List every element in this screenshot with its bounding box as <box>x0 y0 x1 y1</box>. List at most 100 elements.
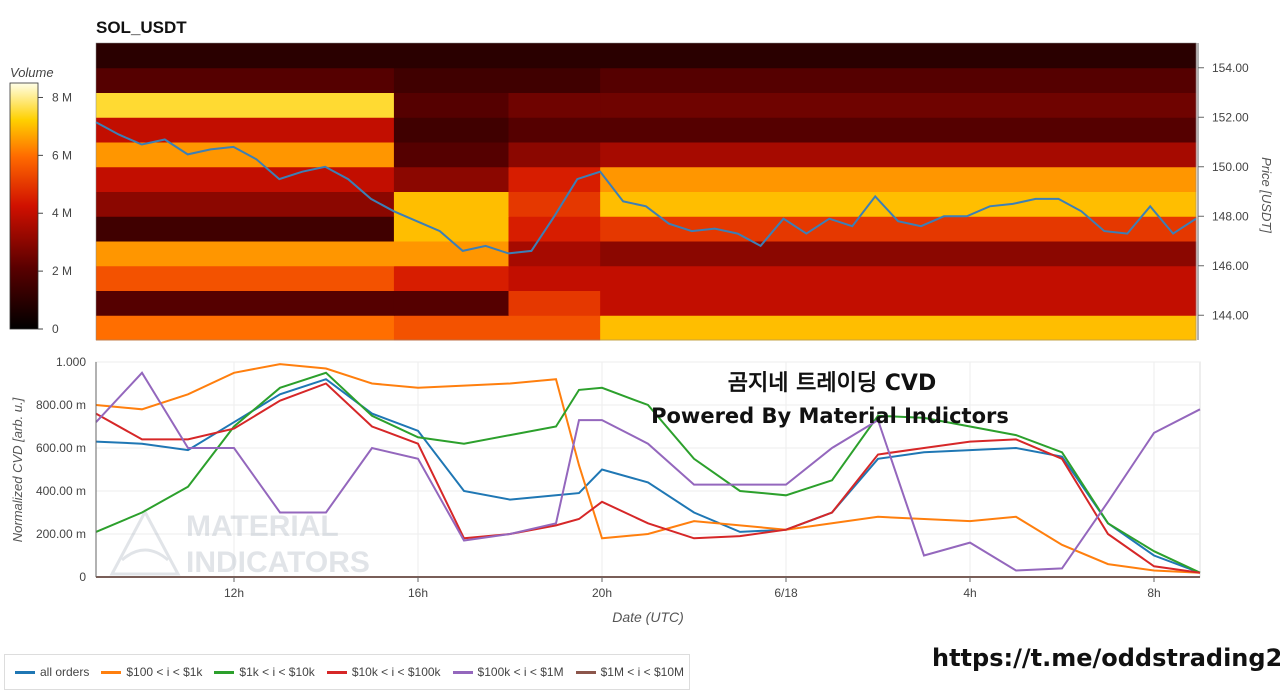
heatmap-cell <box>96 216 395 242</box>
legend-item[interactable]: $1k < i < $10k <box>214 665 315 679</box>
cvd-line-0 <box>95 378 1201 574</box>
legend-item[interactable]: $10k < i < $100k <box>326 665 441 679</box>
heatmap-cell <box>600 166 1197 192</box>
price-axis-label: Price [USDT] <box>1259 157 1274 233</box>
legend-swatch <box>452 670 473 674</box>
cvd-x-tick-label: 4h <box>963 586 976 600</box>
heatmap-cell <box>96 67 395 93</box>
heatmap-cell <box>508 92 601 118</box>
heatmap-panel[interactable]: 144.00 146.00 148.00 150.00 152.00 154.00 Pri… <box>0 0 1280 350</box>
heatmap-cell <box>508 216 601 242</box>
heatmap-cells <box>96 43 1197 341</box>
cvd-line-2 <box>95 371 1201 574</box>
price-tick-label: 148.00 <box>1212 209 1249 223</box>
colorbar-tick-label: 6 M <box>52 148 72 162</box>
legend-label: $1k < i < $10k <box>239 665 315 679</box>
legend-swatch <box>575 670 596 674</box>
cvd-x-axis-label: Date (UTC) <box>612 609 684 625</box>
heatmap-cell <box>393 216 509 242</box>
cvd-y-axis-label: Normalized CVD [arb. u.] <box>10 397 25 542</box>
legend-label: $1M < i < $10M <box>600 665 684 679</box>
telegram-link[interactable]: https://t.me/oddstrading2 <box>932 644 1280 672</box>
price-tick-label: 154.00 <box>1212 61 1249 75</box>
heatmap-cell <box>508 191 601 217</box>
legend-label: $100k < i < $1M <box>477 665 564 679</box>
heatmap-cell <box>96 290 395 316</box>
legend-item[interactable]: all orders <box>15 665 89 679</box>
colorbar-tick-label: 8 M <box>52 90 72 104</box>
heatmap-cell <box>96 191 395 217</box>
legend-item[interactable]: $100k < i < $1M <box>452 665 564 679</box>
cvd-x-axis: 12h 16h 20h 6/18 4h 8h <box>95 362 1200 600</box>
legend-item[interactable]: $1M < i < $10M <box>575 665 684 679</box>
price-axis: 144.00 146.00 148.00 150.00 152.00 154.00 <box>1198 61 1249 322</box>
cvd-plot-area <box>95 361 1201 578</box>
cvd-x-tick-label: 16h <box>408 586 428 600</box>
heatmap-cell <box>96 92 395 118</box>
legend-item[interactable]: $100 < i < $1k <box>101 665 202 679</box>
legend-label: all orders <box>40 665 90 679</box>
heatmap-cell <box>393 191 509 217</box>
legend-swatch <box>15 670 35 674</box>
heatmap-cell <box>600 117 1197 143</box>
heatmap-cell <box>508 265 601 291</box>
cvd-line-4 <box>95 371 1201 572</box>
heatmap-cell <box>96 315 395 341</box>
heatmap-cell <box>393 315 509 341</box>
colorbar-tick-label: 2 M <box>52 264 72 278</box>
price-tick-label: 152.00 <box>1212 110 1249 124</box>
heatmap-cell <box>393 67 509 93</box>
chart-title: SOL_USDT <box>96 18 187 37</box>
legend-swatch <box>214 670 235 674</box>
legend-swatch <box>101 670 122 674</box>
cvd-line-1 <box>95 363 1201 574</box>
heatmap-cell <box>600 92 1197 118</box>
watermark-line1: MATERIAL <box>186 510 339 543</box>
heatmap-cell <box>508 43 601 69</box>
annotation-title: 곰지네 트레이딩 CVD <box>728 371 936 396</box>
heatmap-cell <box>600 142 1197 168</box>
heatmap-cell <box>393 241 509 267</box>
heatmap-cell <box>393 117 509 143</box>
heatmap-cell <box>393 92 509 118</box>
cvd-x-tick-label: 20h <box>592 586 612 600</box>
cvd-x-tick-label: 6/18 <box>774 586 798 600</box>
colorbar-axis: 0 2 M 4 M 6 M 8 M <box>38 90 72 336</box>
heatmap-cell <box>600 290 1197 316</box>
price-tick-label: 144.00 <box>1212 308 1249 322</box>
cvd-y-axis: 0 200.00 m 400.00 m 600.00 m 800.00 m 1.000 <box>36 355 86 584</box>
cvd-x-tick-label: 8h <box>1147 586 1160 600</box>
legend: all orders $100 < i < $1k $1k < i < $10k $1… <box>4 654 690 690</box>
heatmap-cell <box>600 315 1197 341</box>
cvd-y-tick-label: 0 <box>79 570 86 584</box>
cvd-y-tick-label: 400.00 m <box>36 484 86 498</box>
heatmap-cell <box>600 43 1197 69</box>
heatmap-cell <box>600 191 1197 217</box>
heatmap-cell <box>600 265 1197 291</box>
heatmap-cell <box>508 290 601 316</box>
legend-swatch <box>326 670 347 674</box>
heatmap-cell <box>508 166 601 192</box>
heatmap-frame <box>95 42 1197 341</box>
heatmap-cell <box>393 290 509 316</box>
colorbar-tick-label: 0 <box>52 322 59 336</box>
heatmap-cell <box>96 265 395 291</box>
heatmap-cell <box>393 265 509 291</box>
heatmap-cell <box>508 117 601 143</box>
heatmap-cell <box>600 67 1197 93</box>
cvd-line-3 <box>95 382 1201 574</box>
cvd-y-tick-label: 1.000 <box>56 355 86 369</box>
heatmap-cell <box>96 142 395 168</box>
price-tick-label: 150.00 <box>1212 160 1249 174</box>
cvd-series <box>95 363 1201 578</box>
colorbar-title: Volume <box>10 65 54 80</box>
heatmap-cell <box>96 43 395 69</box>
price-tick-label: 146.00 <box>1212 259 1249 273</box>
heatmap-cell <box>393 166 509 192</box>
heatmap-cell <box>508 67 601 93</box>
legend-label: $10k < i < $100k <box>351 665 441 679</box>
material-indicators-watermark: MATERIAL INDICATORS <box>109 508 370 579</box>
price-line <box>95 121 1197 255</box>
legend-label: $100 < i < $1k <box>126 665 203 679</box>
heatmap-cell <box>393 142 509 168</box>
